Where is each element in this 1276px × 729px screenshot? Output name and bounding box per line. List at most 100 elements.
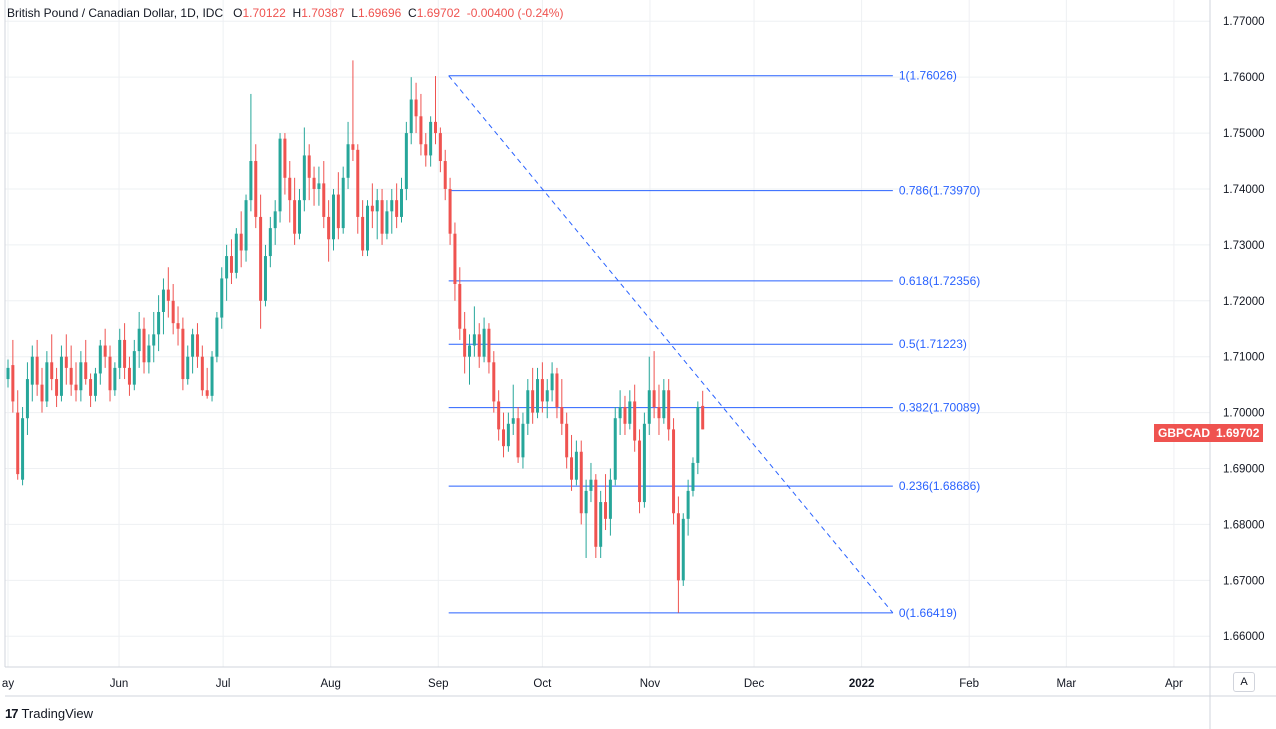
candle-up (385, 200, 389, 240)
candle-body (487, 328, 491, 363)
candle-up (161, 278, 165, 335)
candle-body (502, 429, 506, 447)
candle-body (594, 479, 598, 547)
candle-body (191, 334, 195, 357)
candle-body (662, 390, 666, 419)
candle-down (195, 323, 199, 368)
auto-scale-button[interactable]: A (1233, 672, 1255, 692)
candle-body (220, 278, 224, 318)
close-label: C (408, 6, 417, 20)
candle-up (297, 188, 301, 240)
candle-down (142, 317, 146, 374)
candle-body (108, 356, 112, 391)
candle-down (424, 133, 428, 167)
y-tick-label: 1.76000 (1223, 72, 1265, 84)
candle-body (6, 367, 10, 380)
candle-body (35, 356, 39, 385)
candle-body (434, 121, 438, 134)
candle-body (443, 161, 447, 189)
candle-body (312, 177, 316, 189)
candle-body (647, 390, 651, 424)
candle-down (370, 183, 374, 229)
x-tick-label: Feb (959, 678, 979, 690)
candle-body (244, 200, 248, 251)
candle-body (497, 401, 501, 430)
candle-up (482, 317, 486, 363)
symbol-description[interactable]: British Pound / Canadian Dollar, 1D, IDC (7, 6, 224, 20)
fibonacci-retracement[interactable]: 1(1.76026) 0.786(1.73970) 0.618(1.72356) 0.… (448, 69, 981, 620)
candle-body (511, 418, 515, 424)
candle-down (438, 127, 442, 173)
candle-body (307, 155, 311, 178)
candle-up (191, 328, 195, 374)
candle-down (555, 367, 559, 419)
candle-up (686, 479, 690, 536)
candle-up (472, 306, 476, 357)
candle-down (40, 367, 44, 413)
candle-up (429, 116, 433, 167)
candle-up (21, 407, 25, 486)
candle-body (283, 138, 287, 178)
candle-up (536, 367, 540, 419)
candle-body (89, 379, 93, 396)
last-price-badge: 1.69702 (1212, 424, 1264, 442)
candle-up (506, 412, 510, 452)
candle-down (672, 418, 676, 525)
tradingview-branding[interactable]: 17 TradingView (5, 706, 93, 721)
candle-up (521, 412, 525, 469)
candle-down (74, 362, 78, 402)
candle-down (35, 339, 39, 396)
candle-up (511, 384, 515, 435)
candle-body (623, 407, 627, 424)
candle-down (336, 172, 340, 240)
candle-down (55, 367, 59, 408)
candle-body (453, 233, 457, 285)
candle-down (516, 407, 520, 463)
candle-up (647, 356, 651, 435)
grid-lines (5, 0, 1210, 667)
candle-body (259, 216, 263, 301)
candle-body (681, 518, 685, 581)
candle-body (74, 384, 78, 391)
candle-body (113, 367, 117, 391)
candle-body (696, 407, 700, 463)
candle-body (414, 99, 418, 117)
candle-body (341, 177, 345, 229)
x-tick-label: ay (2, 678, 14, 690)
candle-body (263, 256, 267, 301)
candle-body (317, 183, 321, 189)
candle-body (225, 256, 229, 279)
candle-down (604, 474, 608, 531)
candle-body (642, 423, 646, 503)
candle-down (419, 93, 423, 156)
candle-body (613, 418, 617, 480)
candle-up (618, 390, 622, 435)
candle-body (79, 362, 83, 391)
candle-up (30, 345, 34, 402)
candle-body (482, 328, 486, 357)
candle-body (574, 451, 578, 480)
candle-up (317, 166, 321, 206)
x-tick-label: Jun (110, 678, 129, 690)
candle-up (234, 228, 238, 279)
candle-body (215, 317, 219, 357)
candle-body (404, 133, 408, 189)
candle-body (254, 161, 258, 217)
candle-body (69, 367, 73, 385)
symbol-badge: GBPCAD (1154, 424, 1215, 442)
candle-body (181, 328, 185, 380)
candle-down (89, 373, 93, 408)
candle-body (399, 188, 403, 217)
candle-up (79, 351, 83, 402)
candle-body (336, 194, 340, 229)
candle-down (652, 351, 656, 419)
candle-up (25, 362, 29, 435)
candle-body (448, 188, 452, 234)
candle-body (142, 328, 146, 363)
candle-down (657, 384, 661, 435)
candle-down (64, 334, 68, 385)
candle-down (497, 390, 501, 441)
candle-down (380, 188, 384, 245)
candle-down (463, 311, 467, 374)
